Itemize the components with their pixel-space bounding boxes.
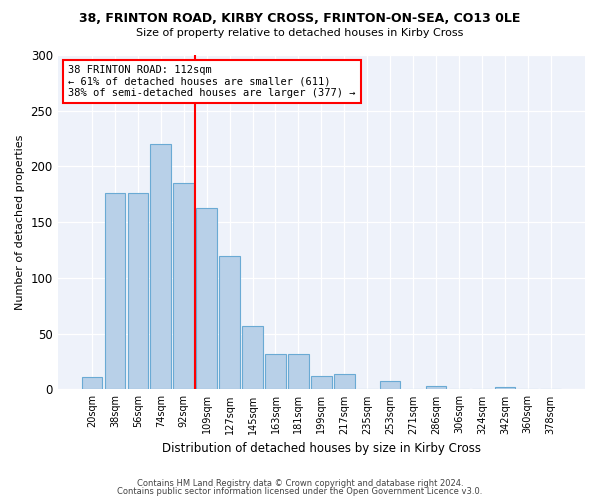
Bar	[128, 193, 148, 390]
Y-axis label: Number of detached properties: Number of detached properties	[15, 134, 25, 310]
X-axis label: Distribution of detached houses by size in Kirby Cross: Distribution of detached houses by size …	[162, 442, 481, 455]
Bar	[288, 354, 309, 390]
Bar	[265, 354, 286, 390]
Bar	[242, 326, 263, 390]
Bar	[104, 193, 125, 390]
Bar	[173, 183, 194, 390]
Bar	[311, 376, 332, 390]
Bar	[380, 380, 400, 390]
Text: Contains HM Land Registry data © Crown copyright and database right 2024.: Contains HM Land Registry data © Crown c…	[137, 478, 463, 488]
Bar	[494, 387, 515, 390]
Bar	[334, 374, 355, 390]
Bar	[196, 208, 217, 390]
Text: 38, FRINTON ROAD, KIRBY CROSS, FRINTON-ON-SEA, CO13 0LE: 38, FRINTON ROAD, KIRBY CROSS, FRINTON-O…	[79, 12, 521, 26]
Text: Size of property relative to detached houses in Kirby Cross: Size of property relative to detached ho…	[136, 28, 464, 38]
Bar	[425, 386, 446, 390]
Bar	[151, 144, 171, 390]
Bar	[82, 377, 102, 390]
Text: Contains public sector information licensed under the Open Government Licence v3: Contains public sector information licen…	[118, 487, 482, 496]
Text: 38 FRINTON ROAD: 112sqm
← 61% of detached houses are smaller (611)
38% of semi-d: 38 FRINTON ROAD: 112sqm ← 61% of detache…	[68, 65, 356, 98]
Bar	[219, 256, 240, 390]
